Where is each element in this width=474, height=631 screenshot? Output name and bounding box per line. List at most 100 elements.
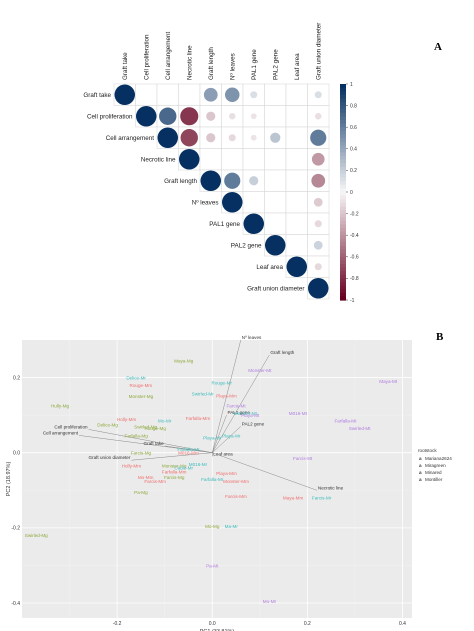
- correlation-circle: [180, 107, 199, 126]
- correlation-circle: [270, 132, 281, 143]
- sample-label: Swirled-Mt: [349, 426, 371, 431]
- sample-label: Holly-Mm: [117, 417, 137, 422]
- loading-label: Leaf area: [213, 451, 233, 456]
- colorbar-segment: [340, 145, 346, 150]
- correlation-circle: [308, 278, 329, 299]
- matrix-cell: [285, 126, 308, 149]
- sample-label: Playa-Mm: [216, 471, 237, 476]
- legend-key: a: [419, 456, 422, 461]
- legend-title: rootstock: [418, 448, 437, 453]
- column-label: Graft length: [208, 47, 215, 80]
- colorbar-tick-label: 0.2: [350, 168, 357, 174]
- colorbar-segment: [340, 148, 346, 153]
- sample-label: Farfalla-Mr: [201, 477, 224, 482]
- colorbar-segment: [340, 253, 346, 258]
- matrix-cell: [285, 105, 308, 128]
- sample-label: Farfalla-Mg: [125, 434, 149, 439]
- colorbar-segment: [340, 192, 346, 197]
- matrix-cell: [264, 212, 287, 235]
- correlation-circle: [315, 113, 322, 120]
- matrix-cell: [156, 83, 179, 106]
- colorbar-segment: [340, 267, 346, 272]
- row-label: Graft length: [164, 178, 197, 185]
- colorbar-segment: [340, 256, 346, 261]
- colorbar-segment: [340, 98, 346, 103]
- colorbar-segment: [340, 170, 346, 175]
- colorbar-segment: [340, 260, 346, 265]
- matrix-cell: [264, 191, 287, 214]
- correlation-matrix: Graft take Graft take Cell proliferation Ce…: [83, 23, 330, 300]
- correlation-circle: [159, 107, 177, 125]
- pca-axes: -0.2 0.0 0.2 0.4 0.2 0.0 -0.2 -0.4 PC1 (33.81%) P…: [6, 375, 406, 631]
- sample-label: Pa-Mg: [134, 490, 148, 495]
- colorbar-segment: [340, 206, 346, 211]
- sample-label: M016-Mr: [189, 462, 208, 467]
- sample-label: Farfalla-Mm: [186, 416, 211, 421]
- sample-label: Cadiz-Mr: [174, 466, 193, 471]
- y-tick-label: -0.4: [11, 601, 20, 607]
- loading-label: Cell proliferation: [54, 424, 88, 429]
- colorbar-segment: [340, 174, 346, 179]
- sample-label: Maya-Mm: [283, 496, 304, 501]
- matrix-cell: [242, 191, 265, 214]
- colorbar-segment: [340, 87, 346, 92]
- legend-entry: Miragreen: [425, 463, 446, 468]
- loading-label: PAL1 gene: [228, 410, 251, 415]
- sample-label: Farcis-Mm: [144, 479, 166, 484]
- loading-label: Necrotic line: [318, 485, 344, 490]
- colorbar-segment: [340, 282, 346, 287]
- sample-label: Swirled-Mr: [192, 392, 214, 397]
- colorbar-tick-label: 0.6: [350, 125, 357, 131]
- colorbar-segment: [340, 202, 346, 207]
- pca-points: Rouge-Mm Playa-Mm Farfalla-Mm Holly-Mm M016-…: [25, 359, 398, 604]
- sample-label: Mo-Mg: [205, 524, 220, 529]
- x-tick-label: 0.4: [399, 621, 406, 627]
- correlation-circle: [225, 87, 240, 102]
- loading-arrow: [212, 415, 227, 453]
- legend-key: a: [419, 477, 422, 482]
- colorbar-segment: [340, 264, 346, 269]
- legend-entry: Minared: [425, 470, 442, 475]
- matrix-cell: [285, 234, 308, 257]
- colorbar-segment: [340, 130, 346, 135]
- loading-arrow: [79, 435, 213, 453]
- sample-label: Mo-Mr: [158, 419, 172, 424]
- row-label: PAL1 gene: [209, 221, 240, 228]
- y-tick-label: 0.0: [13, 451, 20, 457]
- loading-arrow: [131, 452, 213, 461]
- colorbar-segment: [340, 116, 346, 121]
- colorbar-segment: [340, 220, 346, 225]
- colorbar-segment: [340, 289, 346, 294]
- pca-plot-panel: [22, 340, 412, 618]
- column-label: PAL2 gene: [272, 49, 279, 80]
- sample-label: Pa-Mt: [206, 563, 219, 568]
- colorbar-segment: [340, 102, 346, 107]
- correlation-circle: [228, 134, 236, 142]
- loading-arrow: [164, 445, 213, 453]
- correlation-circle: [249, 176, 259, 186]
- loading-label: Nº leaves: [242, 335, 262, 340]
- row-label: Leaf area: [256, 264, 283, 271]
- matrix-cell: [264, 105, 287, 128]
- column-label: Necrotic line: [186, 45, 193, 80]
- sample-label: Monster-Mt: [248, 368, 272, 373]
- column-label: Graft union diameter: [315, 23, 322, 80]
- pca-loading-vectors: Nº leaves Graft length PAL1 gene PAL2 gene C…: [43, 335, 344, 491]
- sample-label: Playa-Mt: [241, 413, 260, 418]
- loading-label: Graft take: [144, 441, 165, 446]
- colorbar-segment: [340, 249, 346, 254]
- loading-arrow: [212, 452, 317, 491]
- loading-label: Cell arrangement: [43, 430, 79, 435]
- x-axis-label: PC1 (33.81%): [200, 629, 235, 631]
- correlation-circle: [114, 84, 135, 105]
- sample-label: Monster-Mg: [129, 394, 154, 399]
- matrix-cell: [285, 83, 308, 106]
- colorbar-segment: [340, 181, 346, 186]
- matrix-cell: [199, 148, 222, 171]
- matrix-cell: [264, 148, 287, 171]
- colorbar-segment: [340, 213, 346, 218]
- colorbar-segment: [340, 242, 346, 247]
- matrix-cell: [285, 169, 308, 192]
